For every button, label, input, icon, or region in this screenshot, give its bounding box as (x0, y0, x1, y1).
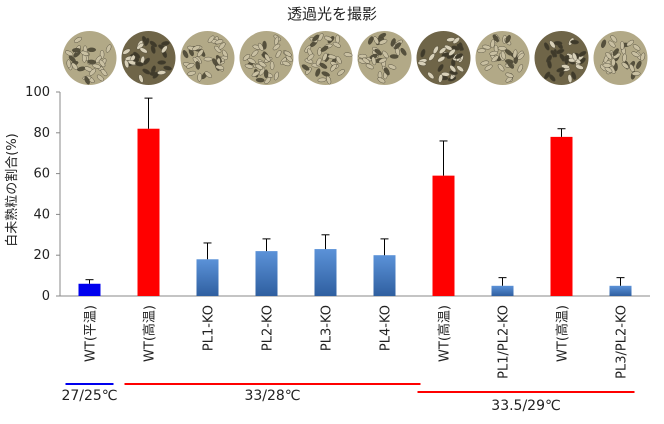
category-label: PL2-KO (261, 305, 276, 351)
grain-photo (534, 31, 589, 85)
group-label: 33.5/29℃ (491, 398, 560, 414)
y-tick-label: 40 (33, 207, 50, 222)
bar (609, 285, 632, 296)
category-label: PL1/PL2-KO (497, 305, 512, 379)
category-label: PL3/PL2-KO (615, 305, 630, 379)
grain-photo (121, 31, 176, 85)
y-tick-label: 100 (25, 85, 50, 100)
bar (196, 259, 219, 296)
category-label: WT(高温) (555, 305, 571, 362)
grain-photo (416, 31, 471, 85)
bar (137, 128, 160, 296)
bar (550, 136, 573, 296)
bar (491, 285, 514, 296)
y-axis-label: 白未熟粒の割合(%) (4, 133, 20, 247)
group-label: 27/25℃ (61, 388, 117, 404)
photo-title: 透過光を撮影 (287, 5, 377, 23)
grain-photo (298, 31, 353, 85)
category-label: PL4-KO (379, 305, 394, 351)
grain-photo (593, 31, 648, 85)
temperature-groups: 27/25℃ 33/28℃ 33.5/29℃ (61, 383, 635, 414)
bar (314, 249, 337, 296)
group-label: 33/28℃ (244, 388, 300, 404)
bar (432, 175, 455, 296)
category-label: PL1-KO (202, 305, 217, 351)
grain-photo (180, 31, 235, 85)
category-label: WT(高温) (437, 305, 453, 362)
grain-photo (475, 31, 530, 85)
y-tick-label: 20 (33, 248, 50, 263)
grain-photo (62, 31, 117, 85)
category-label: WT(高温) (142, 305, 158, 362)
bar (255, 251, 278, 296)
category-labels: WT(平温) WT(高温) PL1-KO PL2-KO PL3-KO PL4-KO WT(高… (84, 305, 630, 379)
category-label: WT(平温) (84, 305, 99, 362)
grain-photo-strip (62, 31, 648, 85)
category-label: PL3-KO (320, 305, 335, 351)
bar (373, 255, 396, 296)
bar (78, 283, 101, 296)
bar-series (78, 97, 632, 296)
y-tick-label: 60 (33, 167, 50, 182)
grain-photo (239, 31, 294, 85)
y-tick-label: 0 (42, 289, 50, 304)
y-tick-label: 80 (33, 126, 50, 141)
grain-photo (357, 31, 412, 85)
